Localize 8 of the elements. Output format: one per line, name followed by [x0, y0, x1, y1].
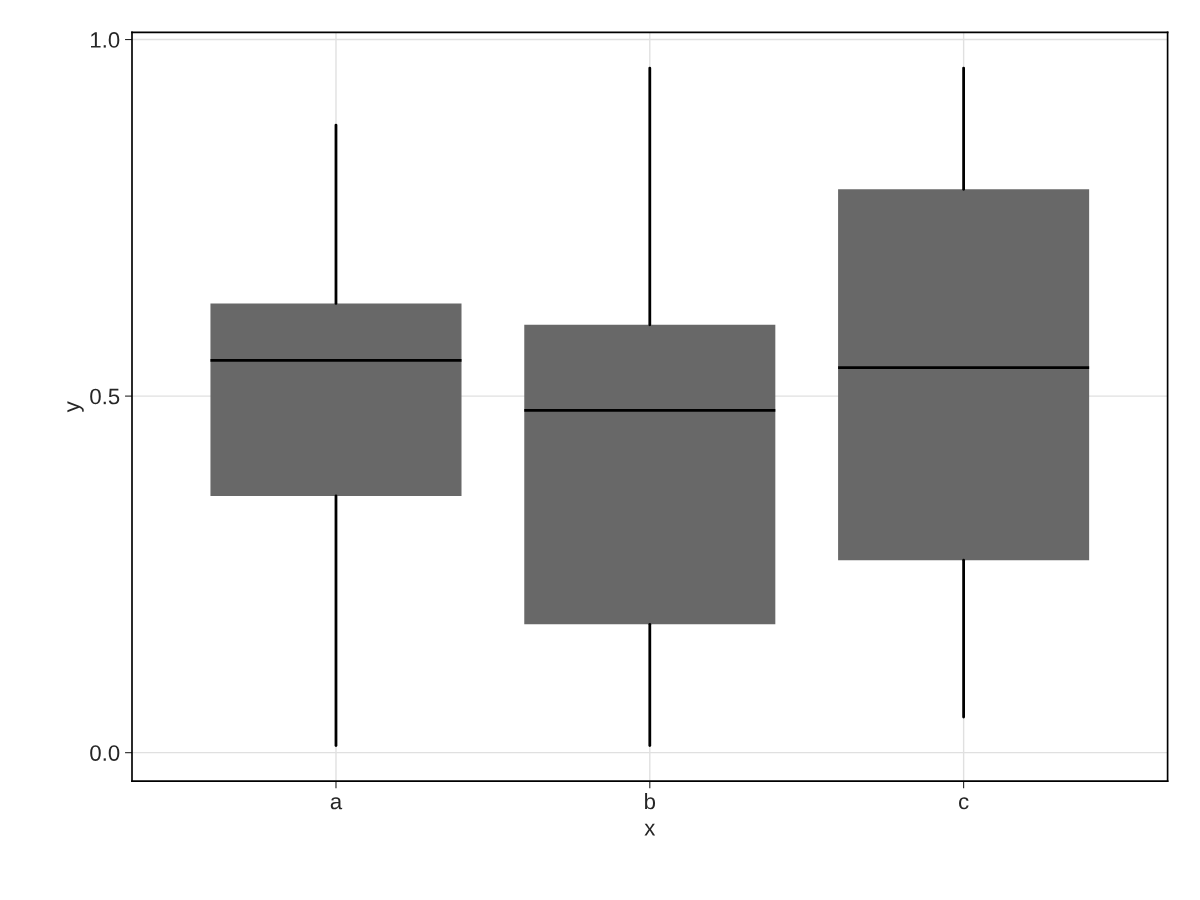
y-tick-label: 0.5: [90, 388, 120, 405]
x-tick-label: c: [959, 797, 969, 810]
x-axis-title: x: [644, 823, 656, 836]
x-tick-label: b: [645, 793, 656, 810]
y-axis-title: y: [67, 401, 84, 413]
x-tick-label: a: [330, 797, 343, 810]
y-tick-label: 0.0: [90, 745, 120, 761]
y-tick-label: 1.0: [91, 32, 120, 48]
